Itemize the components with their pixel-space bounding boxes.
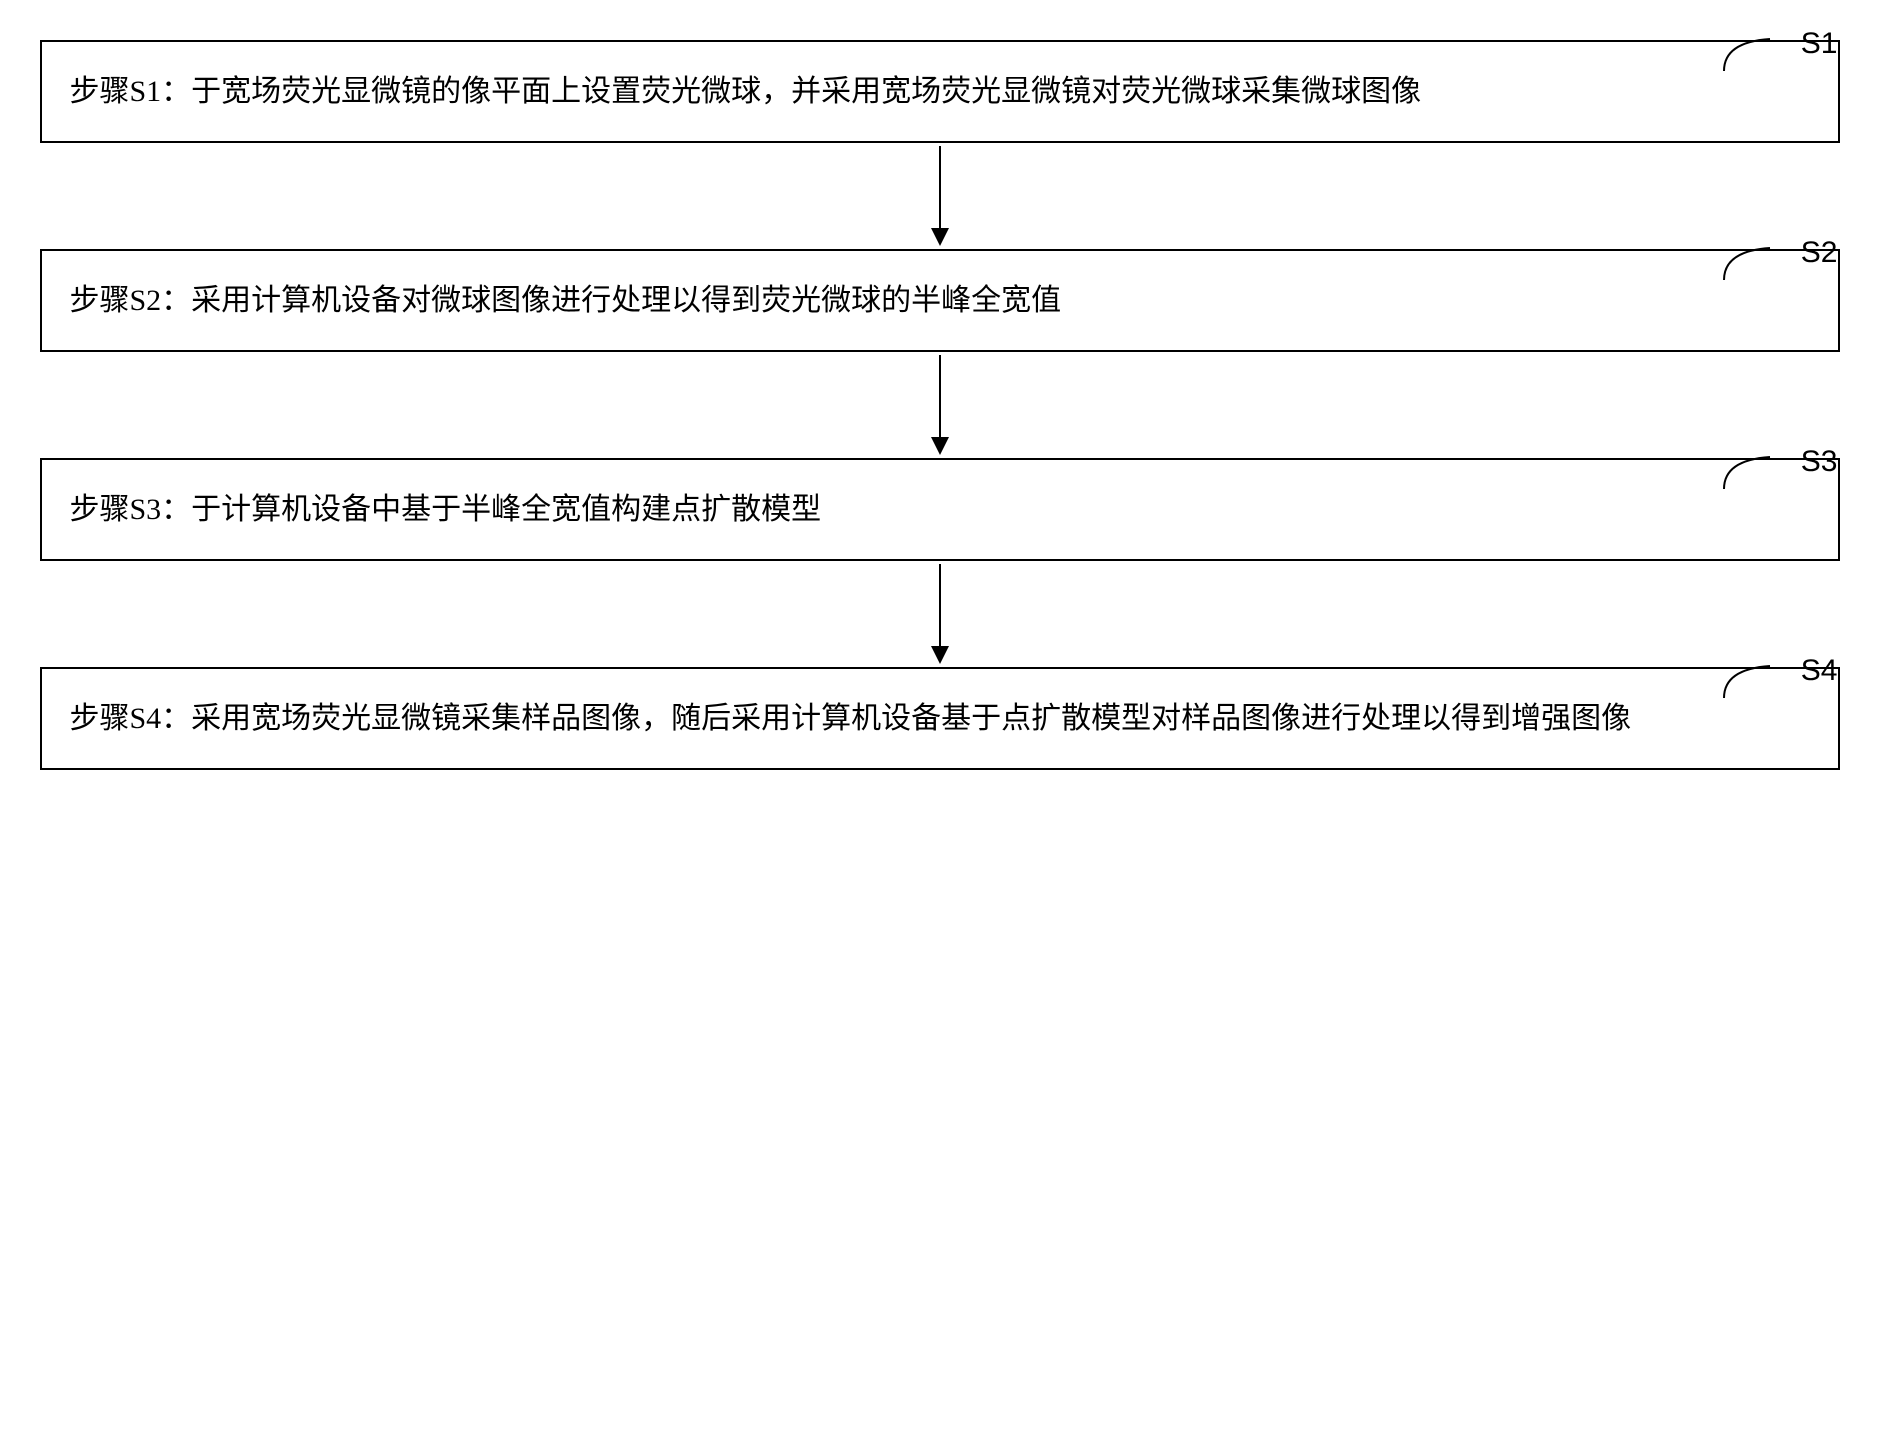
step-text-s2: 步骤S2：采用计算机设备对微球图像进行处理以得到荧光微球的半峰全宽值 [70, 284, 1062, 317]
step-row-s2: S2 步骤S2：采用计算机设备对微球图像进行处理以得到荧光微球的半峰全宽值 [40, 249, 1840, 352]
step-label-s1: S1 [1801, 18, 1838, 69]
arrow-s3-s4 [40, 564, 1840, 664]
step-label-s2: S2 [1801, 227, 1838, 278]
arrow-s1-s2 [40, 146, 1840, 246]
step-label-s3: S3 [1801, 436, 1838, 487]
step-box-s3: S3 步骤S3：于计算机设备中基于半峰全宽值构建点扩散模型 [40, 458, 1840, 561]
step-box-s4: S4 步骤S4：采用宽场荧光显微镜采集样品图像，随后采用计算机设备基于点扩散模型… [40, 667, 1840, 770]
step-label-s4: S4 [1801, 645, 1838, 696]
label-arc-s4 [1722, 664, 1792, 716]
step-row-s1: S1 步骤S1：于宽场荧光显微镜的像平面上设置荧光微球，并采用宽场荧光显微镜对荧… [40, 40, 1840, 143]
label-arc-s1 [1722, 37, 1792, 89]
step-row-s4: S4 步骤S4：采用宽场荧光显微镜采集样品图像，随后采用计算机设备基于点扩散模型… [40, 667, 1840, 770]
label-arc-s3 [1722, 455, 1792, 507]
flowchart-container: S1 步骤S1：于宽场荧光显微镜的像平面上设置荧光微球，并采用宽场荧光显微镜对荧… [40, 40, 1840, 770]
arrow-s2-s3 [40, 355, 1840, 455]
step-text-s3: 步骤S3：于计算机设备中基于半峰全宽值构建点扩散模型 [70, 493, 822, 526]
step-box-s1: S1 步骤S1：于宽场荧光显微镜的像平面上设置荧光微球，并采用宽场荧光显微镜对荧… [40, 40, 1840, 143]
step-text-s1: 步骤S1：于宽场荧光显微镜的像平面上设置荧光微球，并采用宽场荧光显微镜对荧光微球… [70, 75, 1422, 108]
label-arc-s2 [1722, 246, 1792, 298]
step-text-s4: 步骤S4：采用宽场荧光显微镜采集样品图像，随后采用计算机设备基于点扩散模型对样品… [70, 702, 1632, 735]
step-box-s2: S2 步骤S2：采用计算机设备对微球图像进行处理以得到荧光微球的半峰全宽值 [40, 249, 1840, 352]
step-row-s3: S3 步骤S3：于计算机设备中基于半峰全宽值构建点扩散模型 [40, 458, 1840, 561]
